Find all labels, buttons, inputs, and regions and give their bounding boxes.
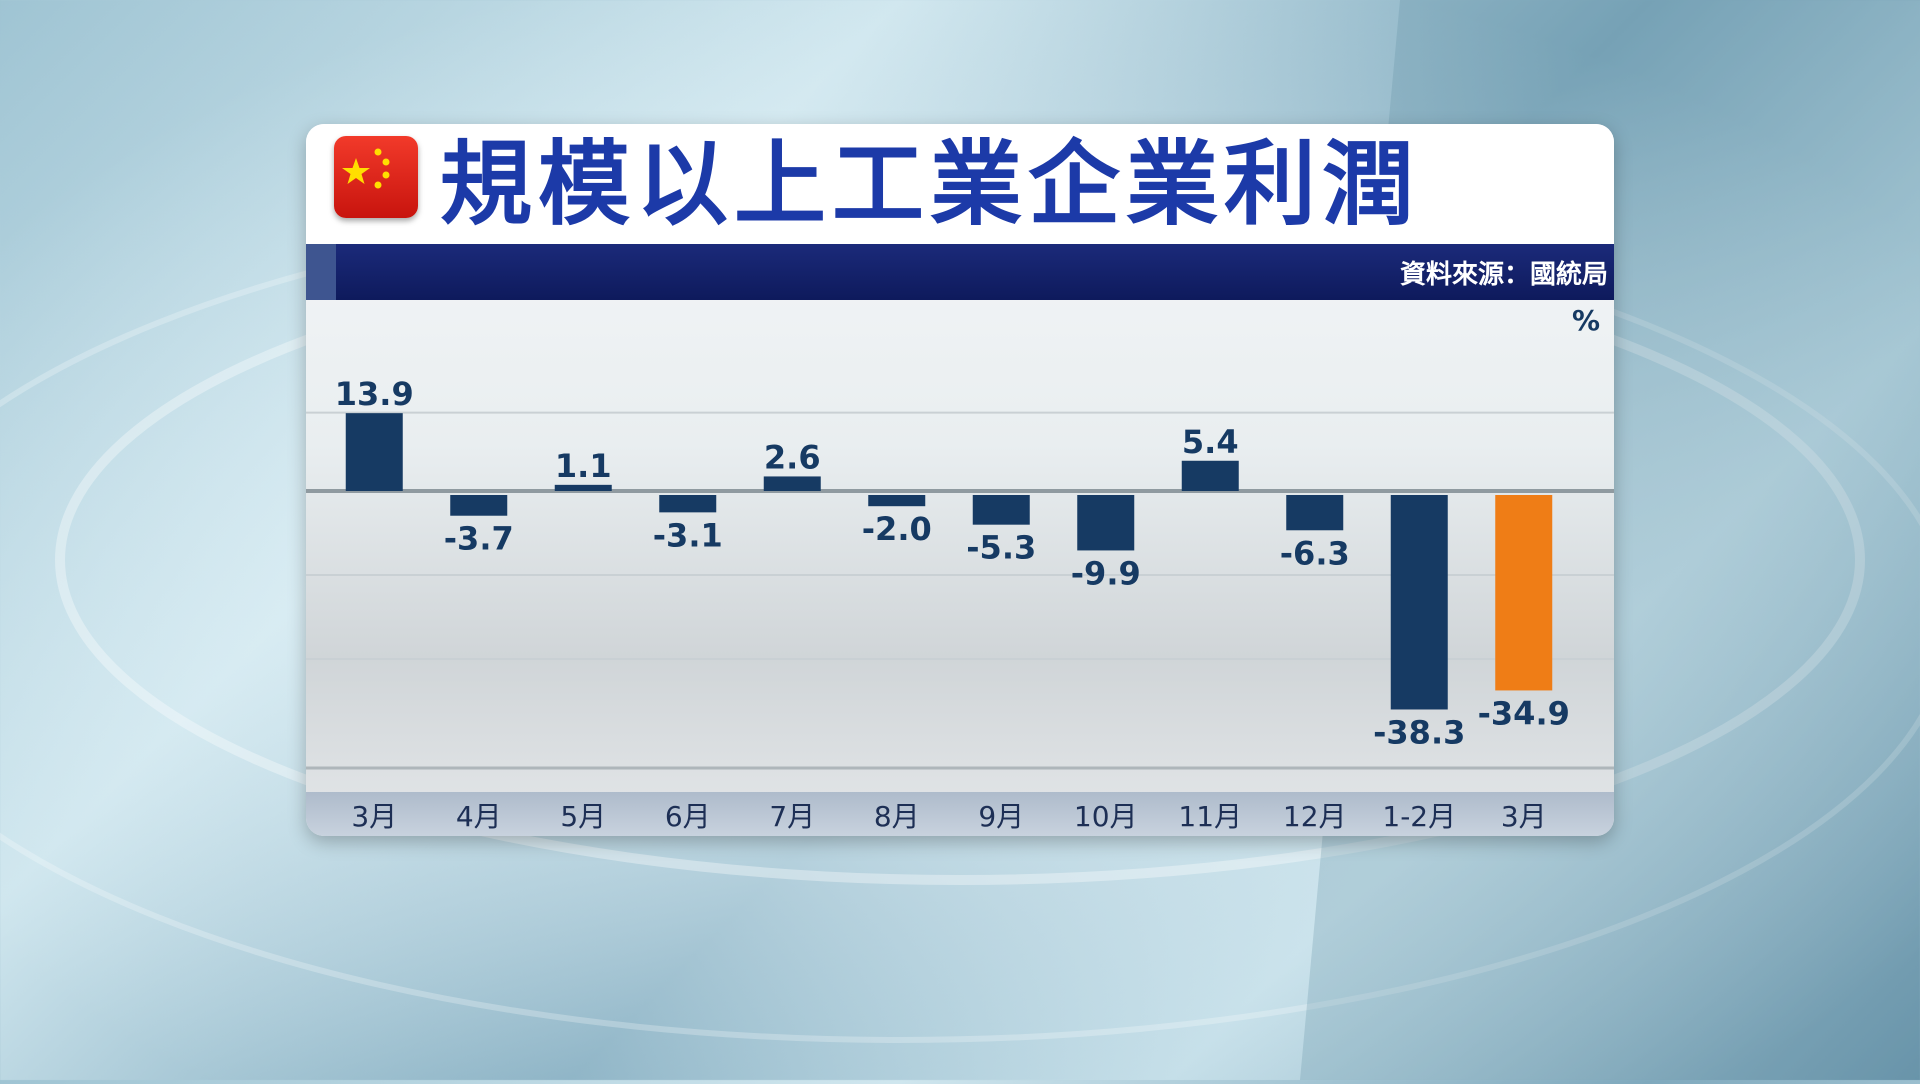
- x-tick-label-0: 3月: [351, 800, 397, 833]
- value-label-9: -6.3: [1280, 534, 1350, 572]
- bar-2: [554, 484, 612, 491]
- title-bar: 規模以上工業企業利潤: [306, 124, 1614, 244]
- bar-6: [972, 495, 1030, 525]
- chart-panel: 規模以上工業企業利潤 資料來源：國統局 % 13.9 3月 -3.7 4月 1.1 5月 -3…: [306, 124, 1614, 836]
- value-label-1: -3.7: [444, 520, 514, 558]
- value-label-10: -38.3: [1373, 713, 1465, 751]
- x-tick-label-4: 7月: [769, 800, 815, 833]
- bar-7: [1077, 495, 1135, 551]
- value-label-2: 1.1: [555, 447, 612, 485]
- bar-0: [345, 413, 403, 491]
- y-unit-label: %: [1572, 304, 1600, 337]
- x-tick-label-11: 3月: [1501, 800, 1547, 833]
- value-label-7: -9.9: [1071, 554, 1141, 592]
- value-label-11: -34.9: [1478, 694, 1570, 732]
- x-tick-label-5: 8月: [874, 800, 920, 833]
- value-label-8: 5.4: [1182, 423, 1239, 461]
- x-tick-label-9: 12月: [1283, 800, 1347, 833]
- x-tick-label-3: 6月: [665, 800, 711, 833]
- value-label-3: -3.1: [653, 516, 723, 554]
- x-tick-label-1: 4月: [456, 800, 502, 833]
- value-label-6: -5.3: [966, 529, 1036, 567]
- x-tick-label-8: 11月: [1178, 800, 1242, 833]
- value-label-4: 2.6: [764, 438, 821, 476]
- source-text: 資料來源：國統局: [1399, 260, 1608, 290]
- x-tick-label-7: 10月: [1074, 800, 1138, 833]
- x-tick-label-6: 9月: [978, 800, 1024, 833]
- bar-8: [1181, 460, 1239, 491]
- value-label-0: 13.9: [335, 375, 414, 413]
- bar-9: [1286, 495, 1344, 531]
- bar-5: [868, 495, 926, 507]
- x-axis-band: [306, 792, 1614, 836]
- source-bar: 資料來源：國統局: [306, 244, 1614, 300]
- bar-11: [1495, 495, 1553, 691]
- chart-title: 規模以上工業企業利潤: [440, 131, 1421, 238]
- bar-3: [659, 495, 717, 513]
- x-tick-label-10: 1-2月: [1382, 800, 1456, 833]
- bar-4: [763, 476, 821, 491]
- value-label-5: -2.0: [862, 510, 932, 548]
- x-tick-label-2: 5月: [560, 800, 606, 833]
- china-flag-icon: [334, 136, 418, 218]
- bar-chart: % 13.9 3月 -3.7 4月 1.1 5月 -3.1 6月 2.6 7月 -2.0 8月 -5.3 9…: [306, 304, 1614, 833]
- source-bar-accent: [306, 244, 336, 300]
- bar-1: [450, 495, 508, 516]
- bar-10: [1390, 495, 1448, 710]
